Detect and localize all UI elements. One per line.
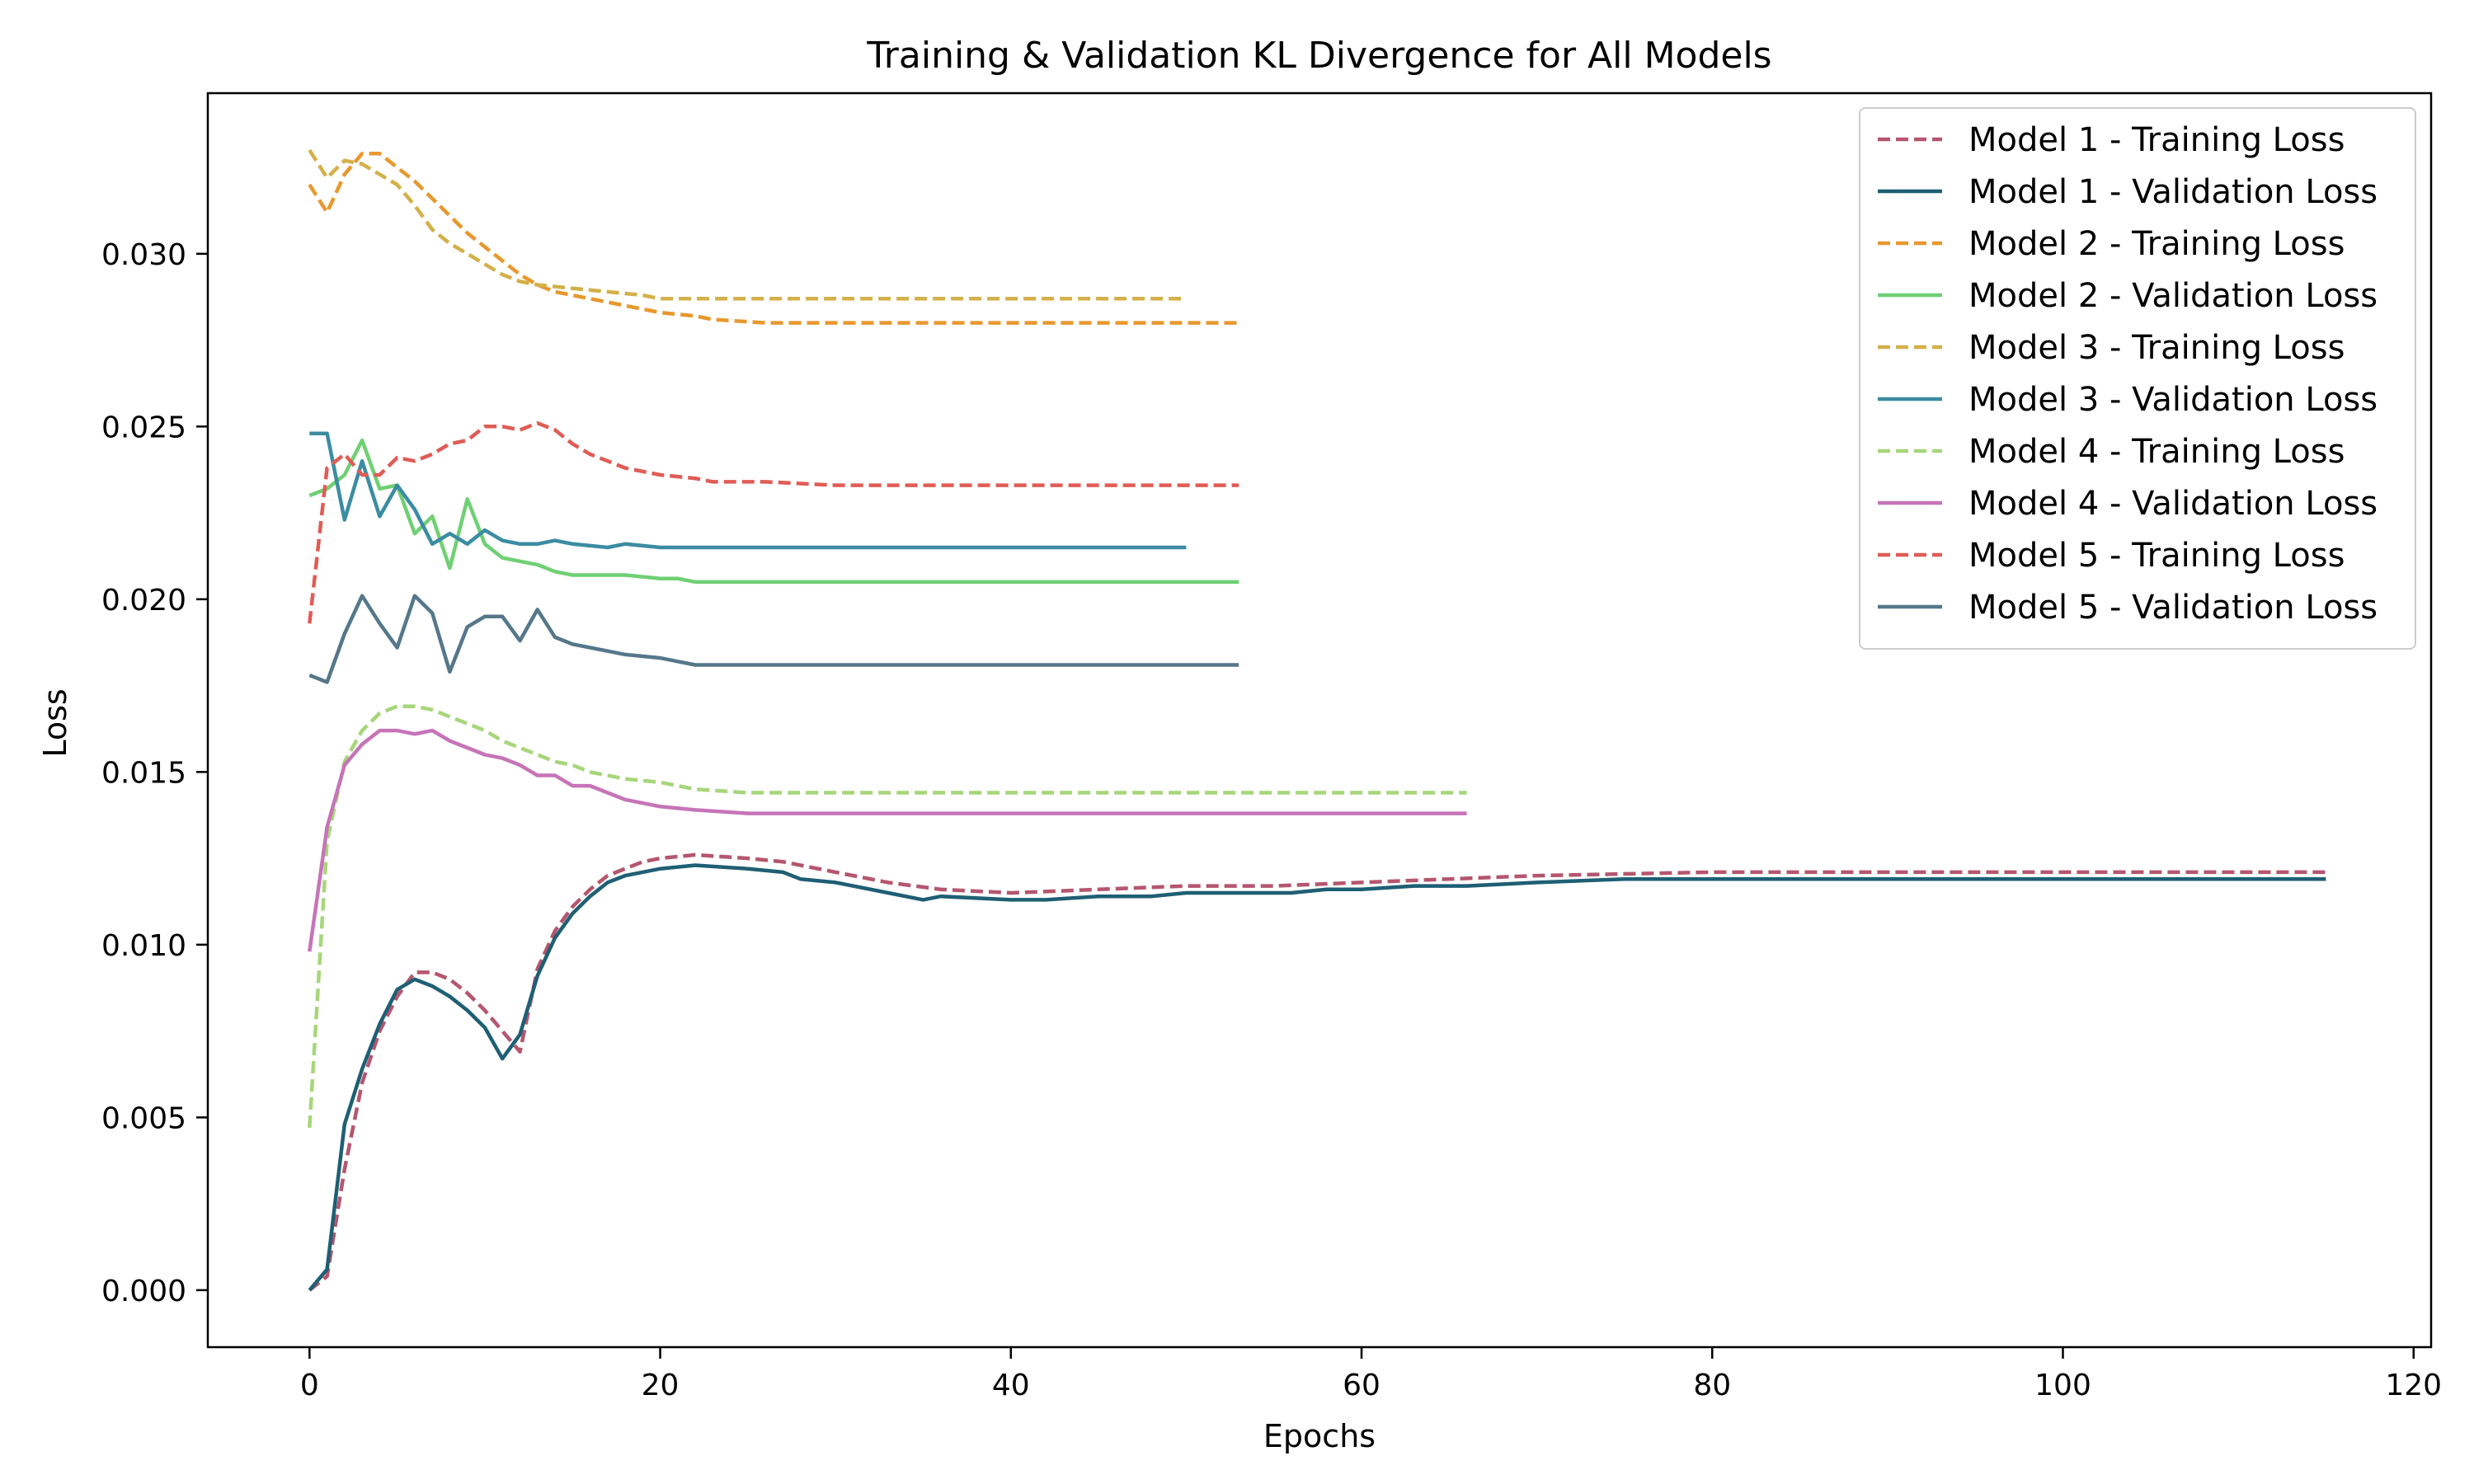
series-line-model-5-training-loss <box>308 420 1239 624</box>
y-tick-label: 0.020 <box>101 584 186 618</box>
x-tick-label: 0 <box>300 1369 319 1402</box>
legend-label: Model 1 - Validation Loss <box>1968 173 2378 211</box>
legend-box <box>1859 107 2416 650</box>
y-tick-label: 0.015 <box>101 756 186 790</box>
plot-frame <box>206 92 2433 1349</box>
plot-area <box>308 148 2326 1292</box>
legend-label: Model 2 - Validation Loss <box>1968 277 2378 315</box>
legend-label: Model 5 - Validation Loss <box>1968 589 2378 627</box>
x-tick-label: 60 <box>1343 1369 1380 1402</box>
legend-label: Model 5 - Training Loss <box>1968 537 2345 575</box>
x-tick-label: 120 <box>2385 1369 2442 1402</box>
x-axis-label: Epochs <box>1263 1418 1376 1454</box>
y-axis: 0.000 0.005 0.010 0.015 0.020 0.025 0.030 <box>101 238 208 1308</box>
series-line-model-1-training-loss <box>308 852 2326 1292</box>
y-tick-label: 0.010 <box>101 929 186 963</box>
legend-label: Model 3 - Training Loss <box>1968 329 2345 367</box>
y-tick-label: 0.030 <box>101 238 186 272</box>
series-line-model-5-validation-loss <box>308 594 1239 684</box>
series-line-model-3-training-loss <box>308 148 1187 301</box>
x-tick-label: 100 <box>2034 1369 2091 1402</box>
legend-label: Model 1 - Training Loss <box>1968 121 2345 159</box>
y-tick-label: 0.000 <box>101 1275 186 1308</box>
legend-label: Model 3 - Validation Loss <box>1968 381 2378 419</box>
legend-label: Model 4 - Validation Loss <box>1968 485 2378 523</box>
chart-title: Training & Validation KL Divergence for … <box>866 35 1771 77</box>
y-tick-label: 0.005 <box>101 1101 186 1135</box>
x-tick-label: 80 <box>1693 1369 1731 1402</box>
y-tick-label: 0.025 <box>101 411 186 444</box>
legend-label: Model 4 - Training Loss <box>1968 433 2345 471</box>
series-line-model-4-validation-loss <box>308 728 1467 952</box>
legend: Model 1 - Training Loss Model 1 - Validat… <box>1859 107 2416 650</box>
y-axis-label: Loss <box>37 688 73 757</box>
series-line-model-3-validation-loss <box>309 431 1187 550</box>
series-line-model-1-validation-loss <box>308 863 2326 1292</box>
series-line-model-2-validation-loss <box>308 438 1239 585</box>
series-line-model-4-training-loss <box>308 704 1467 1129</box>
x-tick-label: 20 <box>642 1369 680 1402</box>
x-axis: 0 20 40 60 80 100 120 <box>300 1347 2442 1402</box>
x-tick-label: 40 <box>992 1369 1030 1402</box>
legend-label: Model 2 - Training Loss <box>1968 225 2345 263</box>
